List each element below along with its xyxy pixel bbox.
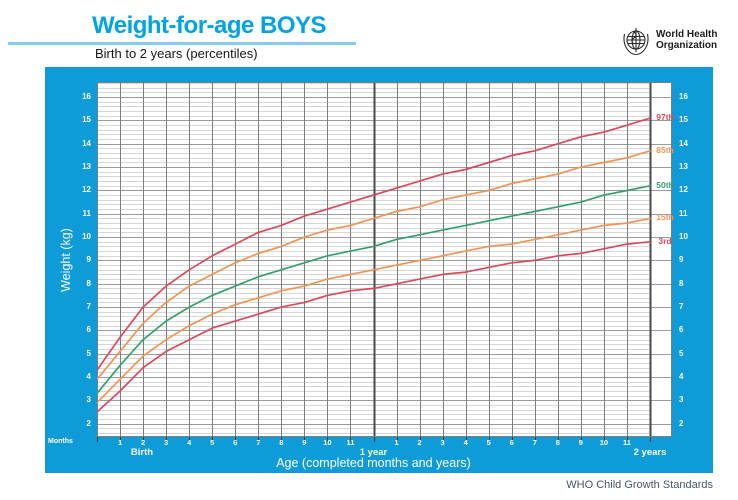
month-label-20: 8: [555, 438, 560, 447]
who-logo: World Health Organization: [620, 26, 720, 60]
y-axis-label-left-3: 3: [86, 395, 91, 405]
y-axis-label-right-12: 12: [679, 185, 688, 195]
y-axis-label-right-11: 11: [679, 208, 688, 218]
percentile-label-97th: 97th: [656, 112, 674, 123]
page-subtitle: Birth to 2 years (percentiles): [95, 46, 258, 61]
month-label-9: 9: [302, 438, 307, 447]
percentile-curve-15th: [97, 217, 651, 404]
y-axis-label-left-13: 13: [82, 162, 91, 172]
y-axis-label-left-15: 15: [82, 115, 91, 125]
month-label-22: 10: [599, 438, 609, 447]
month-label-19: 7: [532, 438, 537, 447]
who-logo-line2: Organization: [656, 39, 718, 51]
y-axis-label-left-11: 11: [82, 208, 91, 218]
two-years-label: 2 years: [633, 447, 667, 458]
page-title: Weight-for-age BOYS: [92, 12, 327, 39]
y-axis-label-left-12: 12: [82, 185, 91, 195]
month-label-18: 6: [509, 438, 514, 447]
month-label-2: 2: [140, 438, 146, 447]
chart-panel: Weight (kg) Age (completed months and ye…: [45, 67, 713, 473]
percentile-label-85th: 85th: [656, 144, 674, 155]
y-axis-label-right-16: 16: [679, 92, 688, 102]
month-label-13: 1: [394, 438, 399, 447]
y-axis-label-right-8: 8: [679, 278, 684, 288]
y-axis-label-left-4: 4: [86, 372, 91, 382]
growth-chart-plot: [97, 82, 672, 442]
y-axis-label-left-2: 2: [86, 418, 91, 428]
month-label-16: 4: [463, 438, 468, 447]
who-logo-line1: World Health: [656, 29, 718, 40]
month-label-10: 10: [323, 438, 332, 447]
y-axis-label-right-4: 4: [679, 372, 684, 382]
month-label-23: 11: [622, 438, 631, 447]
one-year-label: 1 year: [359, 447, 388, 458]
y-axis-label-left-8: 8: [86, 278, 91, 288]
month-label-3: 3: [164, 438, 169, 447]
month-label-4: 4: [187, 438, 192, 447]
month-label-21: 9: [578, 438, 583, 447]
percentile-curve-50th: [97, 184, 651, 395]
y-axis-label-left-6: 6: [86, 325, 91, 335]
y-axis-label-right-13: 13: [679, 162, 688, 172]
month-label-15: 3: [440, 438, 445, 447]
y-axis-label-right-14: 14: [679, 138, 688, 148]
y-axis-label-left-5: 5: [86, 348, 91, 358]
y-axis-label-left-16: 16: [82, 92, 91, 102]
month-label-8: 8: [279, 438, 284, 447]
percentile-curve-85th: [97, 149, 651, 381]
y-axis-label-right-6: 6: [679, 325, 684, 335]
month-label-17: 5: [486, 438, 491, 447]
x-axis-title: Age (completed months and years): [276, 456, 471, 470]
footer-credit: WHO Child Growth Standards: [566, 479, 713, 491]
y-axis-label-right-9: 9: [679, 255, 684, 265]
title-underline: [8, 42, 356, 45]
month-label-6: 6: [233, 438, 238, 447]
who-emblem-icon: [623, 28, 649, 56]
y-axis-label-left-14: 14: [82, 138, 91, 148]
percentile-label-15th: 15th: [656, 212, 674, 223]
months-axis-label: Months: [48, 438, 73, 445]
y-axis-label-left-9: 9: [86, 255, 91, 265]
y-axis-label-right-15: 15: [679, 115, 688, 125]
y-axis-label-right-5: 5: [679, 348, 684, 358]
y-axis-label-right-2: 2: [679, 418, 684, 428]
who-logo-text: World Health Organization: [656, 29, 718, 51]
percentile-curve-97th: [97, 117, 651, 371]
y-axis-label-right-3: 3: [679, 395, 684, 405]
y-axis-label-right-7: 7: [679, 302, 684, 312]
month-label-11: 11: [346, 438, 355, 447]
y-axis-label-right-10: 10: [679, 232, 688, 242]
percentile-label-3rd: 3rd: [658, 235, 672, 246]
y-axis-label-left-7: 7: [86, 302, 91, 312]
y-axis-label-left-10: 10: [82, 232, 91, 242]
month-label-1: 1: [117, 438, 123, 447]
percentile-curve-3rd: [97, 240, 651, 413]
month-label-5: 5: [210, 438, 215, 447]
month-label-7: 7: [256, 438, 261, 447]
month-label-14: 2: [417, 438, 422, 447]
percentile-label-50th: 50th: [656, 179, 674, 190]
birth-label: Birth: [130, 447, 154, 458]
